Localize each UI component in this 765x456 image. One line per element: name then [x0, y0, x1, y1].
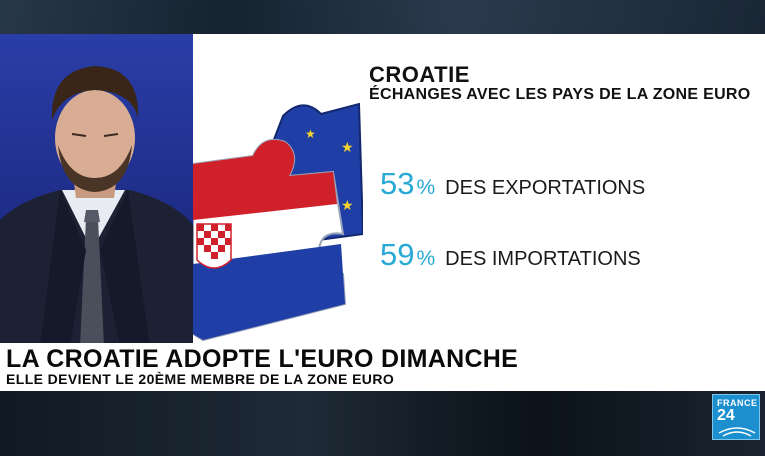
- info-graphic-panel: ★ ★ ★ ★ CROATI: [192, 34, 765, 344]
- stat-imports-label: DES IMPORTATIONS: [445, 248, 641, 270]
- svg-text:★: ★: [341, 139, 354, 155]
- stat-exports: 53% DES EXPORTATIONS: [380, 166, 645, 202]
- svg-text:★: ★: [305, 127, 316, 141]
- stat-imports: 59% DES IMPORTATIONS: [380, 237, 641, 273]
- stat-exports-unit: %: [416, 176, 436, 199]
- lower-third-banner: LA CROATIE ADOPTE L'EURO DIMANCHE ELLE D…: [0, 343, 765, 391]
- puzzle-flags-illustration: ★ ★ ★ ★: [192, 94, 365, 344]
- logo-line-2: 24: [717, 407, 735, 424]
- svg-text:★: ★: [341, 197, 354, 213]
- subheadline: ELLE DEVIENT LE 20ÈME MEMBRE DE LA ZONE …: [6, 371, 395, 387]
- studio-top-strip: [0, 0, 765, 34]
- logo-wave-icon: [718, 427, 756, 437]
- stat-exports-value: 53: [380, 166, 415, 201]
- logo-line-1: FRANCE: [717, 398, 758, 408]
- stat-imports-unit: %: [416, 247, 436, 270]
- studio-bottom-band: [0, 391, 765, 456]
- headline: LA CROATIE ADOPTE L'EURO DIMANCHE: [6, 345, 519, 373]
- news-anchor: [0, 50, 193, 346]
- stat-exports-label: DES EXPORTATIONS: [445, 177, 646, 199]
- graphic-title: CROATIE: [369, 62, 470, 87]
- graphic-subtitle: ÉCHANGES AVEC LES PAYS DE LA ZONE EURO: [369, 86, 751, 103]
- stat-imports-value: 59: [380, 237, 415, 272]
- france24-logo: FRANCE 24: [712, 394, 760, 440]
